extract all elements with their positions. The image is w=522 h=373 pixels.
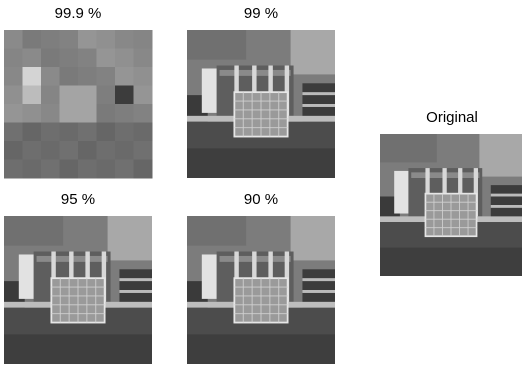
panel-label: Original <box>426 109 478 126</box>
pixel-block <box>4 49 23 68</box>
pixel-block <box>97 86 116 105</box>
pixel-block <box>115 67 134 86</box>
page: 99.9 % 99 % 95 % 90 % Original (() => { … <box>0 0 522 368</box>
panel-label: 99 % <box>244 5 278 22</box>
pixel-block <box>41 141 60 160</box>
pixel-block <box>4 86 23 105</box>
pixel-block <box>60 86 79 105</box>
pixel-block <box>134 49 153 68</box>
pixel-block <box>41 160 60 179</box>
pixel-block <box>115 141 134 160</box>
image <box>187 216 335 364</box>
pixel-block <box>23 160 42 179</box>
pixel-block <box>115 123 134 142</box>
pixel-block <box>41 123 60 142</box>
pixel-block <box>4 123 23 142</box>
pixel-block <box>4 141 23 160</box>
pixel-block <box>115 49 134 68</box>
pixel-block <box>60 49 79 68</box>
pixel-block <box>97 141 116 160</box>
pixel-block <box>78 160 97 179</box>
pixel-block <box>4 30 23 49</box>
pixel-block <box>134 86 153 105</box>
pixel-block <box>134 67 153 86</box>
pixel-block <box>23 141 42 160</box>
pixel-block <box>60 141 79 160</box>
pixel-block <box>23 123 42 142</box>
pixel-block <box>78 86 97 105</box>
pixel-block <box>134 141 153 160</box>
pixel-block <box>23 86 42 105</box>
pixel-block <box>23 67 42 86</box>
pixel-block <box>97 123 116 142</box>
pixel-block <box>78 123 97 142</box>
image <box>187 30 335 178</box>
pixel-block <box>78 30 97 49</box>
pixel-block <box>41 49 60 68</box>
pixel-block <box>41 67 60 86</box>
panel-label: 90 % <box>244 191 278 208</box>
pixel-block <box>78 104 97 123</box>
pixel-block <box>97 67 116 86</box>
pixel-block <box>60 123 79 142</box>
pixel-block <box>134 30 153 49</box>
image <box>380 134 522 276</box>
pixel-block <box>97 104 116 123</box>
pixel-block <box>97 160 116 179</box>
pixel-block <box>4 160 23 179</box>
pixel-block <box>4 104 23 123</box>
figure: 99.9 % 99 % 95 % 90 % Original <box>0 0 522 368</box>
pixel-block <box>41 30 60 49</box>
pixel-block <box>41 104 60 123</box>
image <box>4 216 152 364</box>
pixel-block <box>60 104 79 123</box>
pixel-block <box>134 160 153 179</box>
pixel-block <box>134 123 153 142</box>
pixel-block <box>78 49 97 68</box>
pixel-block <box>23 49 42 68</box>
pixel-block <box>4 67 23 86</box>
pixel-block <box>23 30 42 49</box>
pixel-block <box>97 49 116 68</box>
pixel-block <box>78 141 97 160</box>
pixel-block <box>97 30 116 49</box>
pixel-block <box>115 160 134 179</box>
pixel-block <box>60 30 79 49</box>
pixel-block <box>41 86 60 105</box>
pixel-block <box>115 104 134 123</box>
pixel-block <box>115 86 134 105</box>
pixel-block <box>134 104 153 123</box>
pixelated-image <box>4 30 153 179</box>
pixel-block <box>115 30 134 49</box>
panel-label: 99.9 % <box>55 5 102 22</box>
panel-label: 95 % <box>61 191 95 208</box>
pixel-block <box>23 104 42 123</box>
pixel-block <box>60 160 79 179</box>
pixel-block <box>78 67 97 86</box>
pixel-block <box>60 67 79 86</box>
